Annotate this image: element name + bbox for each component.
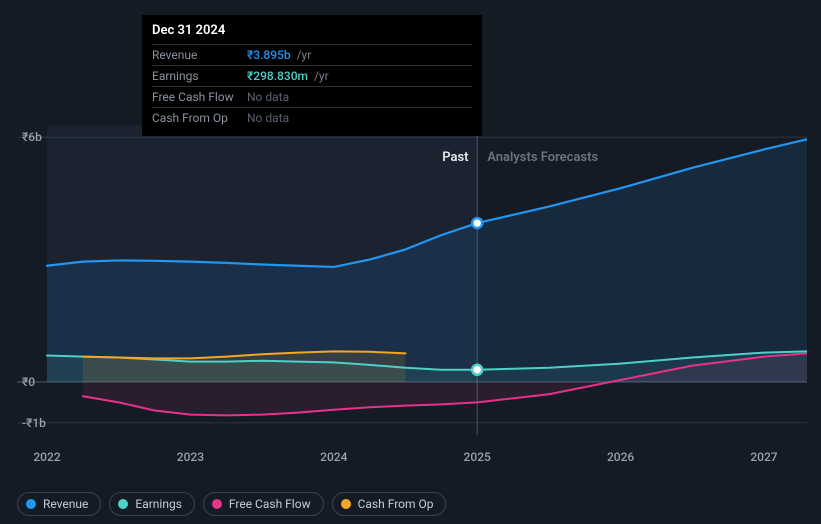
- tooltip-row: Earnings ₹298.830m /yr: [152, 65, 472, 86]
- legend-dot-icon: [341, 499, 351, 509]
- x-axis-label: 2025: [464, 450, 491, 464]
- x-axis-label: 2023: [177, 450, 204, 464]
- forecast-section-label: Analysts Forecasts: [487, 150, 598, 165]
- y-axis-label: ₹6b: [22, 130, 42, 144]
- legend-label: Cash From Op: [358, 497, 434, 511]
- legend-dot-icon: [212, 499, 222, 509]
- chart-svg: [17, 125, 807, 465]
- tooltip-row-label: Revenue: [152, 48, 247, 62]
- x-axis-label: 2026: [607, 450, 634, 464]
- legend-label: Earnings: [135, 497, 182, 511]
- legend-item-free-cash-flow[interactable]: Free Cash Flow: [203, 492, 324, 516]
- chart-legend: Revenue Earnings Free Cash Flow Cash From O…: [17, 492, 446, 516]
- y-axis-label: -₹1b: [22, 416, 46, 430]
- legend-item-earnings[interactable]: Earnings: [109, 492, 195, 516]
- tooltip-row-value: No data: [247, 90, 472, 104]
- legend-dot-icon: [118, 499, 128, 509]
- tooltip-row-label: Cash From Op: [152, 111, 247, 125]
- legend-label: Free Cash Flow: [229, 497, 311, 511]
- legend-item-revenue[interactable]: Revenue: [17, 492, 101, 516]
- tooltip-row-value: ₹3.895b /yr: [247, 48, 472, 62]
- legend-dot-icon: [26, 499, 36, 509]
- tooltip-row: Revenue ₹3.895b /yr: [152, 44, 472, 65]
- tooltip-row: Free Cash Flow No data: [152, 86, 472, 107]
- x-axis-label: 2027: [750, 450, 777, 464]
- tooltip-row-value: No data: [247, 111, 472, 125]
- tooltip-date: Dec 31 2024: [152, 23, 472, 44]
- tooltip-row-value: ₹298.830m /yr: [247, 69, 472, 83]
- legend-item-cash-from-op[interactable]: Cash From Op: [332, 492, 447, 516]
- x-axis-label: 2022: [33, 450, 60, 464]
- legend-label: Revenue: [43, 497, 88, 511]
- chart-tooltip: Dec 31 2024 Revenue ₹3.895b /yr Earnings…: [142, 15, 482, 136]
- y-axis-label: ₹0: [22, 375, 35, 389]
- tooltip-row-label: Earnings: [152, 69, 247, 83]
- tooltip-row: Cash From Op No data: [152, 107, 472, 128]
- chart-area: -₹1b ₹0 ₹6b 2022 2023 2024 2025 2026 2027 Past Ana…: [17, 125, 807, 505]
- x-axis-label: 2024: [320, 450, 347, 464]
- past-section-label: Past: [442, 150, 468, 165]
- tooltip-row-label: Free Cash Flow: [152, 90, 247, 104]
